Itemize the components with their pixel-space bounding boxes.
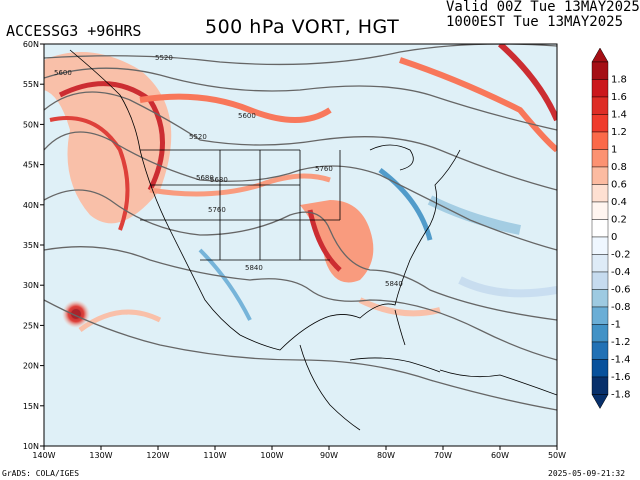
colorbar-label: -1.6 [611, 372, 631, 383]
colorbar-label: 1.4 [611, 110, 627, 121]
chart-title: 500 hPa VORT, HGT [205, 16, 400, 38]
lat-tick-label: 30N [23, 281, 39, 290]
contour-label: 5520 [155, 54, 173, 62]
init-time: 1000EST Tue 13MAY2025 [446, 14, 624, 30]
colorbar-swatch [591, 184, 609, 203]
longitude-axis: 140W 130W 120W 110W 100W 90W 80W 70W 60W 50W [32, 446, 566, 460]
colorbar-swatch [591, 96, 609, 115]
colorbar-label: -0.6 [611, 285, 631, 296]
colorbar-label: -1.2 [611, 337, 631, 348]
coastlines [69, 49, 557, 431]
colorbar-swatch [591, 131, 609, 150]
colorbar: 1.8 1.6 1.4 1.2 1 0.8 0.6 0.4 0.2 0 -0.2 -0.4 -0.6 -0… [591, 47, 631, 410]
lon-tick-label: 110W [203, 451, 226, 460]
model-run-label: ACCESSG3 +96HRS [6, 22, 142, 40]
colorbar-label: 0.4 [611, 197, 627, 208]
contour-label: 5600 [238, 112, 256, 120]
contour-label: 5520 [189, 133, 207, 141]
colorbar-swatch [591, 341, 609, 360]
colorbar-swatch [591, 289, 609, 308]
colorbar-label: -0.2 [611, 250, 631, 261]
colorbar-swatch [591, 271, 609, 290]
colorbar-label: 0.8 [611, 162, 627, 173]
lon-tick-label: 130W [89, 451, 112, 460]
lat-tick-label: 20N [23, 362, 39, 371]
colorbar-label: 1.6 [611, 92, 627, 103]
colorbar-swatch [591, 219, 609, 238]
colorbar-label: -0.4 [611, 267, 631, 278]
lon-tick-label: 140W [32, 451, 55, 460]
lat-tick-label: 50N [23, 120, 39, 129]
colorbar-swatch [591, 114, 609, 133]
colorbar-label: 1.2 [611, 127, 627, 138]
colorbar-swatch [591, 166, 609, 185]
contour-label: 5760 [208, 206, 226, 214]
plot-timestamp: 2025-05-09-21:32 [548, 469, 626, 478]
lat-tick-label: 55N [23, 80, 39, 89]
colorbar-swatch [591, 324, 609, 343]
colorbar-swatch [591, 254, 609, 273]
latitude-axis: 60N 55N 50N 45N 40N 35N 30N 25N 20N 15N 10N [23, 40, 44, 451]
colorbar-swatch [591, 306, 609, 325]
lat-tick-label: 45N [23, 161, 39, 170]
contour-labels: 5520 5600 5520 5600 5680 5760 5840 5840 … [54, 54, 403, 288]
colorbar-label: -0.8 [611, 302, 631, 313]
colorbar-swatch [591, 61, 609, 80]
vorticity-field [44, 44, 557, 333]
contour-label: 5760 [315, 165, 333, 173]
colorbar-label: 1.8 [611, 75, 627, 86]
valid-time: Valid 00Z Tue 13MAY2025 [446, 0, 640, 15]
contour-label: 5680 [196, 174, 214, 182]
lon-tick-label: 50W [548, 451, 566, 460]
colorbar-swatch [591, 201, 609, 220]
colorbar-label: -1 [611, 320, 621, 331]
colorbar-swatch [591, 79, 609, 98]
colorbar-label: -1.8 [611, 390, 631, 401]
colorbar-label: 0.6 [611, 180, 627, 191]
lon-tick-label: 80W [377, 451, 395, 460]
lon-tick-label: 70W [434, 451, 452, 460]
lon-tick-label: 100W [260, 451, 283, 460]
colorbar-swatch [591, 359, 609, 378]
lon-tick-label: 120W [146, 451, 169, 460]
colorbar-label: 1 [611, 145, 617, 156]
colorbar-swatch [591, 149, 609, 168]
lat-tick-label: 25N [23, 321, 39, 330]
lat-tick-label: 60N [23, 40, 39, 49]
colorbar-label: -1.4 [611, 355, 631, 366]
contour-label: 5600 [54, 69, 72, 77]
colorbar-swatch [591, 376, 609, 395]
contour-label: 5840 [245, 264, 263, 272]
lat-tick-label: 15N [23, 402, 39, 411]
colorbar-top-arrow [591, 47, 609, 63]
lon-tick-label: 60W [491, 451, 509, 460]
contour-label: 5840 [385, 280, 403, 288]
lon-tick-label: 90W [320, 451, 338, 460]
lat-tick-label: 35N [23, 241, 39, 250]
colorbar-label: 0.2 [611, 215, 627, 226]
grads-credit: GrADS: COLA/IGES [2, 469, 80, 478]
colorbar-label: 0 [611, 232, 617, 243]
lat-tick-label: 40N [23, 201, 39, 210]
contour-label: 5680 [210, 176, 228, 184]
lat-tick-label: 10N [23, 442, 39, 451]
map-area: 5520 5600 5520 5600 5680 5760 5840 5840 … [44, 44, 557, 446]
colorbar-swatch [591, 236, 609, 255]
colorbar-bottom-arrow [591, 394, 609, 410]
